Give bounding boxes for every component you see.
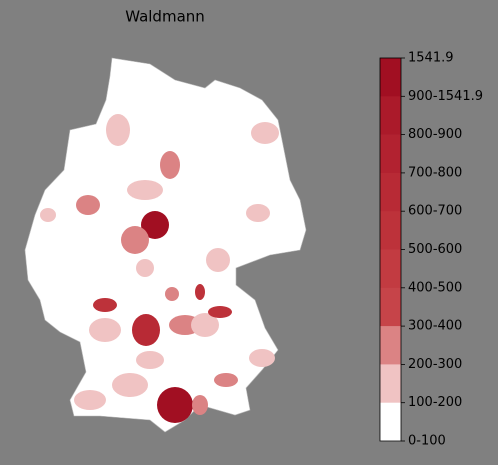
colorbar-label: 100-200 xyxy=(408,395,462,410)
colorbar-label: 200-300 xyxy=(408,357,462,372)
colorbar-label: 0-100 xyxy=(408,434,446,449)
colorbar-band xyxy=(380,287,401,327)
colorbar-band xyxy=(380,172,401,212)
district-shading xyxy=(40,114,279,423)
colorbar-band xyxy=(380,326,401,365)
colorbar-label: 600-700 xyxy=(408,204,462,219)
colorbar-band xyxy=(380,211,401,250)
colorbar-band xyxy=(380,58,401,97)
colorbar-band xyxy=(380,364,401,403)
colorbar-label: 500-600 xyxy=(408,242,462,257)
colorbar-label: 700-800 xyxy=(408,165,462,180)
colorbar-band xyxy=(380,96,401,135)
germany-map xyxy=(24,57,307,433)
colorbar-band xyxy=(380,134,401,174)
colorbar-label: 1541.9 xyxy=(408,51,454,66)
colorbar-label: 900-1541.9 xyxy=(408,89,483,104)
colorbar-label: 400-500 xyxy=(408,280,462,295)
colorbar-label: 800-900 xyxy=(408,127,462,142)
map-title: Waldmann xyxy=(125,8,205,26)
colorbar-band xyxy=(380,249,401,289)
colorbar-band xyxy=(380,402,401,442)
colorbar-label: 300-400 xyxy=(408,319,462,334)
colorbar: 1541.9 900-1541.9 800-900 700-800 600-700 500… xyxy=(379,51,483,449)
country-outline xyxy=(24,57,307,433)
